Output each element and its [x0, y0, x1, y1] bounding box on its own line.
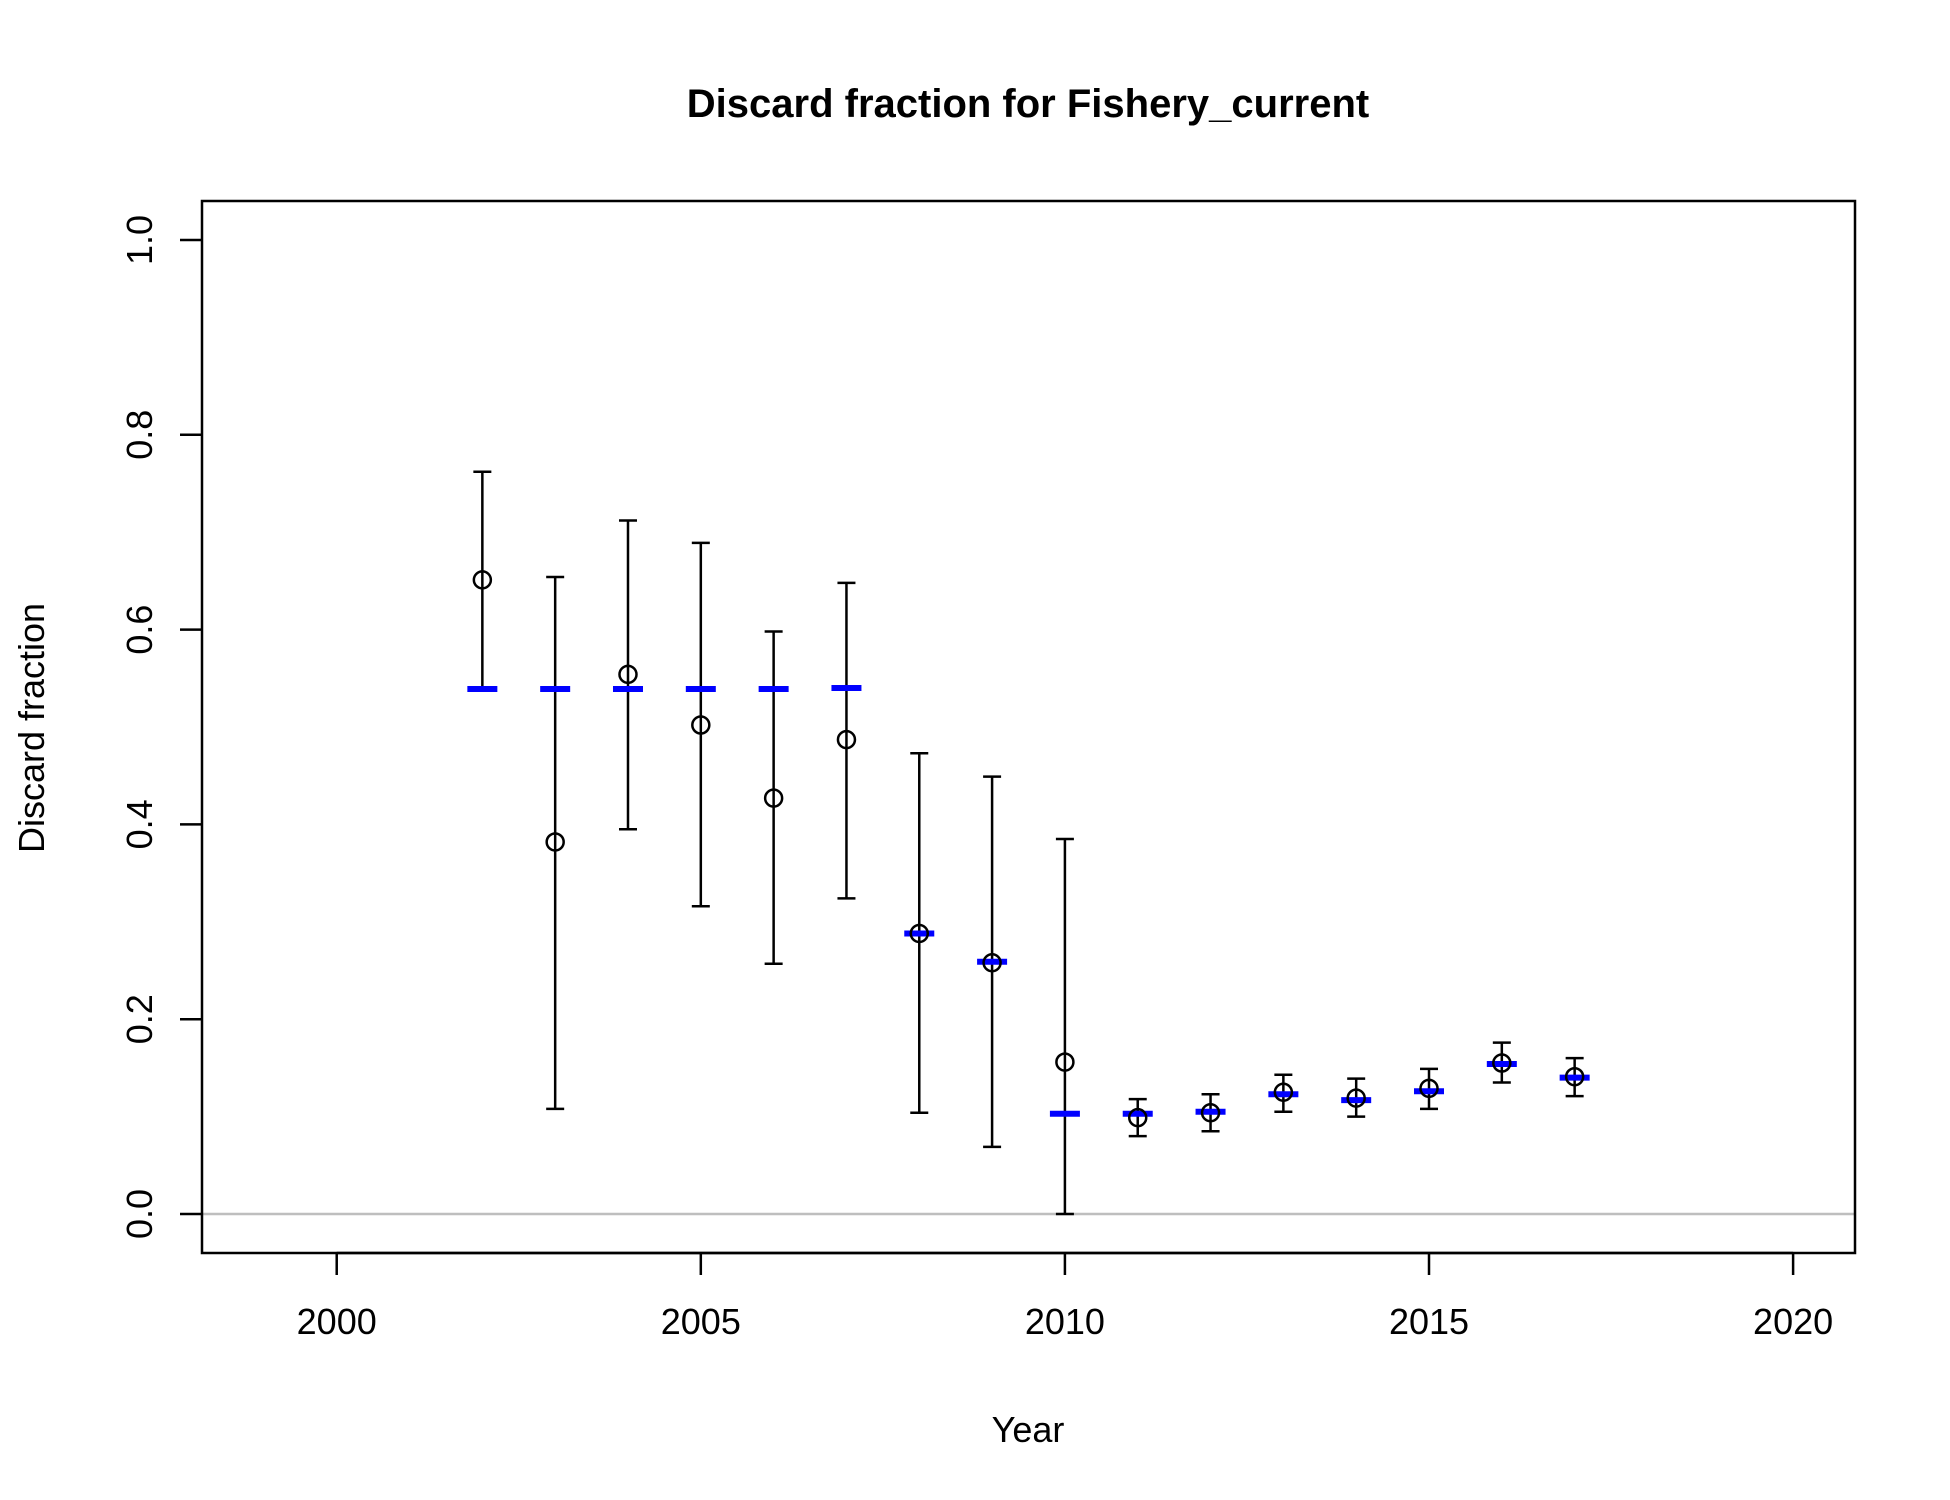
observed-point: [545, 832, 565, 852]
observed-point: [1419, 1078, 1439, 1099]
observed-point: [472, 570, 493, 590]
error-bar: [691, 541, 710, 908]
error-bar: [473, 470, 492, 690]
observed-point: [909, 923, 930, 944]
observed-point: [836, 729, 857, 750]
x-tick-label: 2020: [1753, 1301, 1833, 1342]
error-bar: [1128, 1097, 1147, 1138]
x-axis: 2000 2005 2010 2015 2020: [297, 1251, 1833, 1342]
error-bar: [1055, 837, 1074, 1216]
x-axis-label: Year: [992, 1409, 1065, 1450]
chart-title: Discard fraction for Fishery_current: [687, 82, 1369, 126]
y-tick-label: 0.2: [119, 994, 160, 1044]
error-bar: [837, 581, 856, 900]
plot-frame: [200, 199, 1857, 1255]
y-tick-label: 1.0: [119, 215, 160, 265]
observed-point: [1564, 1066, 1585, 1087]
observed-point: [691, 715, 711, 735]
observed-point: [1127, 1107, 1148, 1128]
observed-point: [1492, 1053, 1512, 1073]
observed-point: [1346, 1088, 1366, 1108]
observed-point: [1273, 1082, 1294, 1103]
x-tick-label: 2015: [1389, 1301, 1469, 1342]
error-bar: [764, 630, 783, 965]
x-tick-label: 2000: [297, 1301, 377, 1342]
y-axis: 0.0 0.2 0.4 0.6 0.8 1.0: [119, 215, 202, 1239]
y-tick-label: 0.4: [119, 799, 160, 849]
observed-point: [982, 952, 1002, 973]
x-tick-label: 2005: [661, 1301, 741, 1342]
observed-point: [763, 788, 784, 808]
error-bar: [546, 575, 565, 1111]
x-tick-label: 2010: [1025, 1301, 1105, 1342]
observed-point: [1200, 1102, 1221, 1123]
plot-area: [202, 470, 1855, 1216]
y-tick-label: 0.6: [119, 605, 160, 655]
y-axis-label: Discard fraction: [11, 603, 52, 853]
observed-point: [1055, 1052, 1075, 1072]
observed-point: [618, 664, 638, 685]
y-tick-label: 0.0: [119, 1189, 160, 1239]
y-tick-label: 0.8: [119, 410, 160, 460]
error-bar: [618, 519, 637, 831]
